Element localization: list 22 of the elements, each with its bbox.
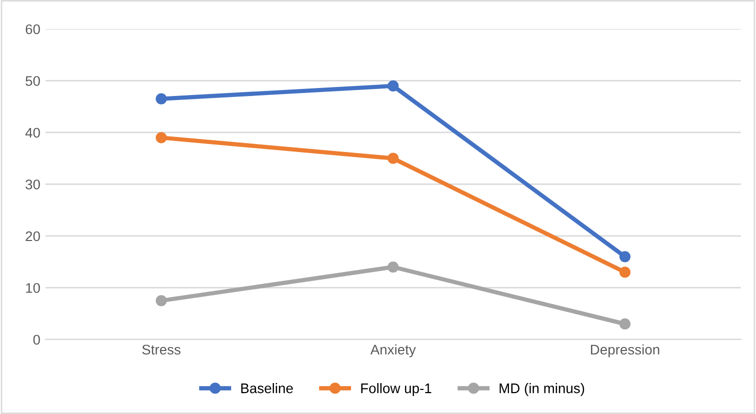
point — [388, 152, 399, 164]
point — [156, 93, 167, 104]
point — [388, 80, 399, 92]
point — [388, 261, 399, 273]
point — [156, 132, 167, 144]
y-tick-label: 0 — [33, 334, 40, 345]
point — [619, 318, 631, 330]
y-tick-label: 50 — [26, 76, 40, 86]
legend-label: MD (in minus) — [500, 383, 584, 396]
y-tick-label: 10 — [26, 283, 40, 293]
point — [619, 266, 631, 278]
legend-label: Baseline — [241, 383, 293, 394]
y-tick-label: 30 — [26, 180, 40, 190]
y-tick-label: 40 — [25, 128, 40, 138]
x-tick-label: Depression — [590, 344, 660, 358]
point — [619, 251, 631, 262]
y-tick-label: 20 — [26, 231, 40, 242]
legend-label: Follow up-1 — [361, 383, 432, 396]
x-tick-label: Stress — [142, 344, 180, 355]
x-tick-label: Anxiety — [370, 344, 416, 358]
y-tick-label: 60 — [26, 24, 40, 34]
point — [156, 295, 167, 306]
